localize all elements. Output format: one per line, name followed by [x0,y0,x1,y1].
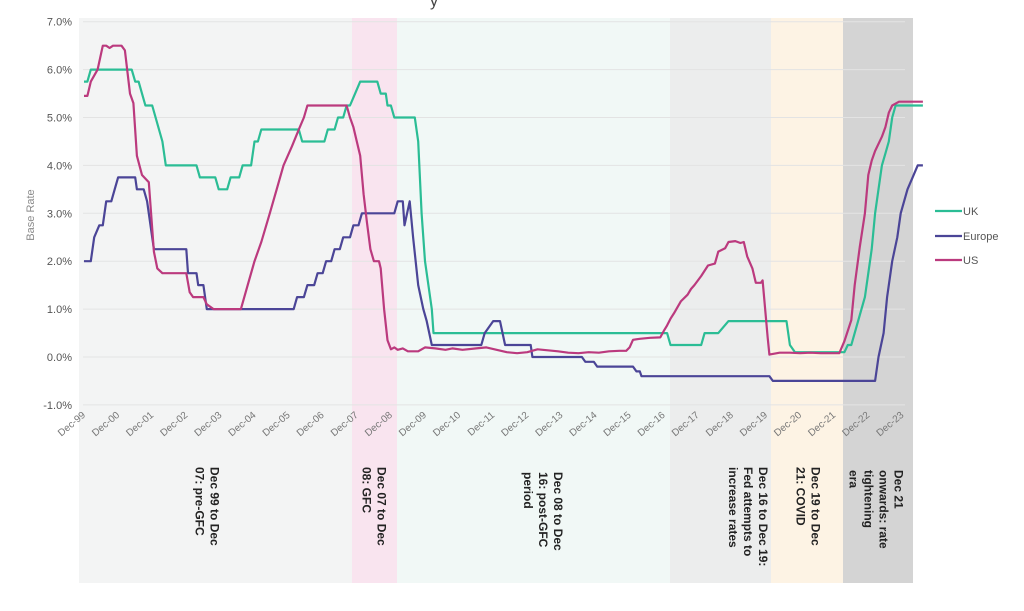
period-band [352,18,397,583]
period-band [771,18,843,583]
band-label-line: Dec 16 to Dec 19: [756,467,770,566]
band-label-line: era [847,470,861,488]
band-label-line: Dec 07 to Dec [375,467,389,546]
series-line-uk [84,68,923,354]
y-tick-label: 2.0% [47,256,72,268]
y-tick-label: 6.0% [47,65,72,77]
series-lines [84,44,923,382]
y-tick-label: 0.0% [47,352,72,364]
y-tick-label: 1.0% [47,304,72,316]
band-label-line: Dec 99 to Dec [208,467,222,546]
band-label-line: increase rates [726,467,740,548]
band-label: Dec 19 to Dec21: COVID [794,467,823,546]
y-tick-label: 4.0% [47,160,72,172]
legend-label-us: US [963,255,978,267]
band-label-line: period [521,472,535,509]
period-band [670,18,771,583]
band-label-line: Dec 21 [892,470,906,509]
chart-title-fragment: y [430,0,438,10]
series-line-europe [84,164,923,382]
band-label-line: Dec 08 to Dec [551,472,565,551]
y-axis-label: Base Rate [25,189,37,240]
y-tick-label: -1.0% [43,400,72,412]
band-labels: Dec 99 to Dec07: pre-GFC Dec 07 to Dec08:… [193,467,906,566]
band-label-line: onwards: rate [877,470,891,549]
period-band [843,18,913,583]
band-label: Dec 21onwards: ratetighteningera [847,470,906,549]
y-tick-label: 7.0% [47,17,72,29]
band-label-line: Fed attempts to [741,467,755,556]
band-label: Dec 08 to Dec16: post-GFCperiod [521,472,565,551]
band-label: Dec 07 to Dec08: GFC [360,467,389,546]
band-label-line: tightening [862,470,876,528]
legend: UK Europe US [935,206,998,267]
band-label-line: Dec 19 to Dec [809,467,823,546]
period-band [397,18,670,583]
legend-label-uk: UK [963,206,979,218]
band-label-line: 21: COVID [794,467,808,526]
y-tick-label: 5.0% [47,113,72,125]
band-label-line: 16: post-GFC [536,472,550,548]
y-axis-ticks: -1.0% 0.0% 1.0% 2.0% 3.0% 4.0% 5.0% 6.0% 7.0% [43,17,72,412]
y-tick-label: 3.0% [47,208,72,220]
band-label: Dec 99 to Dec07: pre-GFC [193,467,222,546]
series-line-us [84,44,923,356]
band-label-line: 08: GFC [360,467,374,513]
band-label: Dec 16 to Dec 19:Fed attempts toincrease… [726,467,770,566]
legend-label-europe: Europe [963,231,998,243]
band-label-line: 07: pre-GFC [193,467,207,536]
